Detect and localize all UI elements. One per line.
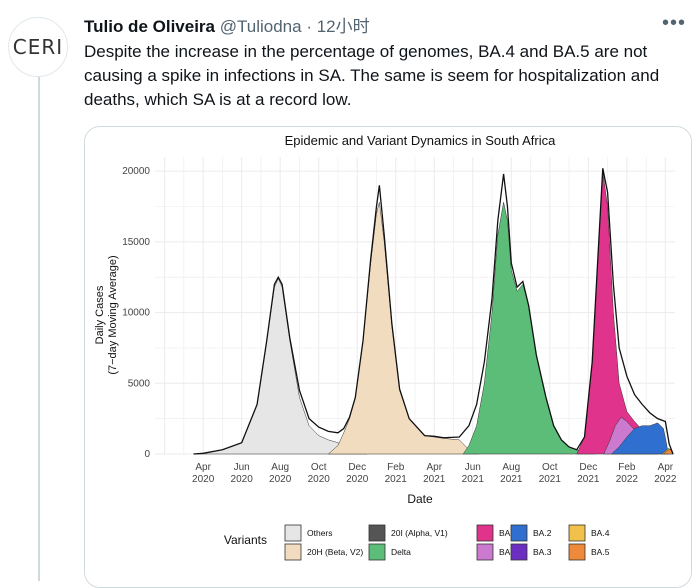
y-tick-label: 10000 (122, 308, 150, 319)
y-axis-label: Daily Cases (94, 285, 106, 344)
legend-swatch-others (284, 524, 302, 542)
legend-label-delta: Delta (391, 547, 411, 557)
legend-swatch-20h-beta-v2 (284, 543, 302, 561)
x-tick-label-year: 2021 (539, 474, 562, 485)
x-tick-label-year: 2021 (500, 474, 523, 485)
y-tick-label: 15000 (122, 237, 150, 248)
x-tick-label-year: 2021 (385, 474, 408, 485)
variant-areas (193, 168, 674, 455)
separator-dot: · (306, 17, 312, 36)
legend-swatch-ba-1 (476, 524, 494, 542)
axes: 05000100001500020000Apr2020Jun2020Aug202… (122, 166, 677, 485)
x-tick-label-month: Apr (426, 462, 442, 473)
x-tick-label-year: 2020 (192, 474, 215, 485)
x-tick-label-month: Jun (465, 462, 481, 473)
legend-title: Variants (224, 533, 267, 547)
x-tick-label-year: 2020 (269, 474, 292, 485)
x-tick-label-year: 2020 (346, 474, 369, 485)
x-tick-label-month: Dec (348, 462, 366, 473)
x-tick-label-year: 2020 (308, 474, 331, 485)
avatar-logo-text: CERI (12, 35, 64, 59)
legend-label-20h-beta-v2: 20H (Beta, V2) (307, 547, 363, 557)
legend-swatch-ba-4 (568, 524, 586, 542)
legend: Variants Others 20H (Beta, V2) 20I (Alpha, … (224, 524, 610, 561)
tweet-timestamp[interactable]: 12小时 (316, 17, 370, 36)
ellipsis-icon: ••• (661, 12, 686, 34)
x-tick-label-year: 2021 (577, 474, 600, 485)
area-ba-5 (662, 448, 674, 455)
legend-swatch-delta (368, 543, 386, 561)
x-tick-label-month: Dec (579, 462, 597, 473)
legend-swatch-ba-5 (568, 543, 586, 561)
author-handle[interactable]: @Tuliodna (219, 17, 302, 36)
x-tick-label-month: Feb (618, 462, 636, 473)
x-tick-label-month: Apr (658, 462, 674, 473)
legend-label-20i-alpha-v1: 20I (Alpha, V1) (391, 528, 448, 538)
legend-label-ba-3: BA.3 (533, 547, 552, 557)
chart-title: Epidemic and Variant Dynamics in South A… (285, 133, 556, 148)
legend-swatch-ba-1-1 (476, 543, 494, 561)
x-tick-label-month: Feb (387, 462, 405, 473)
legend-label-ba-5: BA.5 (591, 547, 610, 557)
y-tick-label: 20000 (122, 166, 150, 177)
x-tick-label-month: Oct (542, 462, 558, 473)
author-name[interactable]: Tulio de Oliveira (84, 17, 215, 36)
legend-swatch-ba-3 (510, 543, 528, 561)
x-tick-label-month: Jun (234, 462, 250, 473)
x-tick-label-year: 2021 (423, 474, 446, 485)
epidemic-chart: Epidemic and Variant Dynamics in South A… (85, 127, 691, 587)
x-axis-label: Date (407, 492, 433, 506)
y-axis-sublabel: (7−day Moving Average) (107, 255, 119, 374)
x-tick-label-year: 2021 (462, 474, 485, 485)
x-tick-label-month: Oct (311, 462, 327, 473)
tweet-header: Tulio de Oliveira @Tuliodna · 12小时 (84, 12, 370, 37)
avatar[interactable]: CERI (8, 17, 68, 77)
y-tick-label: 5000 (128, 378, 151, 389)
x-tick-label-year: 2020 (231, 474, 254, 485)
tweet-text: Despite the increase in the percentage o… (84, 42, 660, 109)
x-tick-label-month: Aug (271, 462, 289, 473)
more-options-button[interactable]: ••• (662, 12, 686, 35)
chart-image-card[interactable]: Epidemic and Variant Dynamics in South A… (84, 126, 692, 588)
area-ba-2 (610, 422, 669, 455)
legend-label-ba-2: BA.2 (533, 528, 552, 538)
y-tick-label: 0 (144, 449, 150, 460)
legend-swatch-ba-2 (510, 524, 528, 542)
x-tick-label-year: 2022 (654, 474, 677, 485)
x-tick-label-year: 2022 (616, 474, 639, 485)
x-tick-label-month: Apr (195, 462, 211, 473)
legend-swatch-20i-alpha-v1 (368, 524, 386, 542)
legend-label-ba-1: BA.1 (499, 528, 518, 538)
x-tick-label-month: Aug (502, 462, 520, 473)
legend-label-ba-4: BA.4 (591, 528, 610, 538)
total-cases-line (193, 168, 674, 455)
thread-line (38, 60, 40, 581)
legend-label-others: Others (307, 528, 333, 538)
